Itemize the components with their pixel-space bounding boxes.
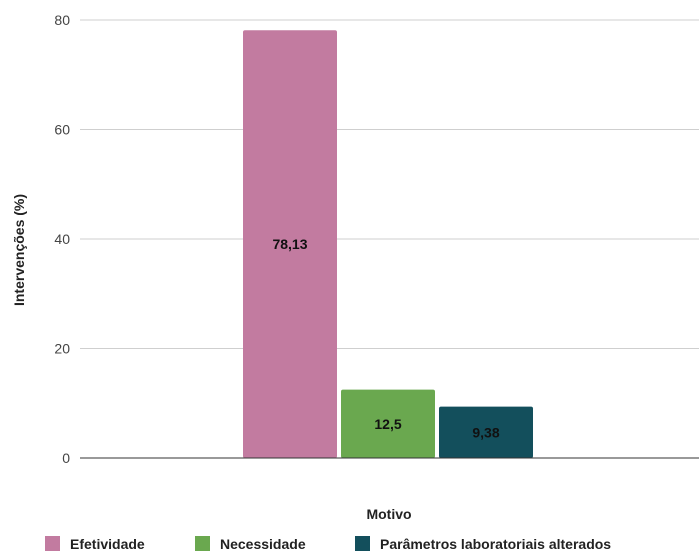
legend-label: Efetividade	[70, 536, 145, 552]
y-tick-label: 40	[54, 231, 70, 247]
x-axis-title: Motivo	[366, 506, 411, 522]
data-label: 12,5	[374, 416, 401, 432]
bar	[341, 389, 435, 458]
bar	[243, 30, 337, 458]
data-labels: 78,13 12,5 9,38	[272, 236, 499, 440]
data-label: 9,38	[472, 424, 499, 440]
legend-swatch	[355, 536, 370, 551]
y-tick-label: 20	[54, 341, 70, 357]
y-tick-label: 80	[54, 12, 70, 28]
data-label: 78,13	[272, 236, 307, 252]
legend: Efetividade Necessidade Parâmetros laborat…	[45, 536, 611, 552]
y-axis-ticks: 0 20 40 60 80	[54, 12, 70, 466]
bar	[439, 406, 533, 458]
legend-swatch	[195, 536, 210, 551]
y-tick-label: 0	[62, 450, 70, 466]
gridlines	[80, 19, 699, 349]
bars	[243, 30, 533, 458]
y-tick-label: 60	[54, 122, 70, 138]
y-axis-title: Intervenções (%)	[11, 194, 27, 306]
legend-label: Parâmetros laboratoriais alterados	[380, 536, 611, 552]
legend-label: Necessidade	[220, 536, 306, 552]
legend-swatch	[45, 536, 60, 551]
